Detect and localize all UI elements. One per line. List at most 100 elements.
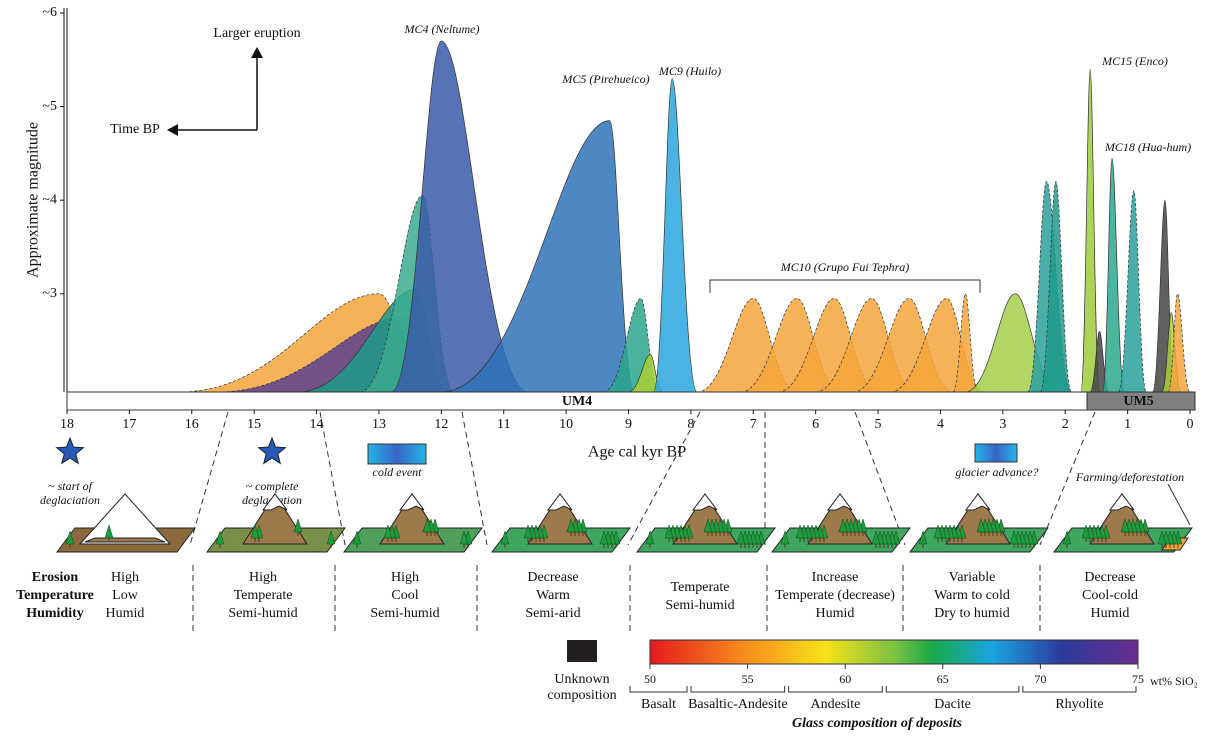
row-header: Humidity — [26, 606, 84, 621]
colorbar-tick-label: 70 — [1034, 672, 1046, 686]
stage-text: Semi-humid — [228, 606, 297, 621]
stage-text: Low — [112, 588, 139, 603]
peak-label: MC15 (Enco) — [1101, 54, 1168, 68]
x-tick-label: 4 — [937, 417, 944, 432]
connector — [320, 412, 345, 545]
x-axis-label: Age cal kyr BP — [588, 444, 686, 461]
figure: ~3~4~5~6Approximate magnitudeUM4UM518171… — [0, 0, 1221, 740]
colorbar-tick-label: 65 — [937, 672, 949, 686]
stage-text: Decrease — [1084, 570, 1135, 585]
class-label: Basalt — [641, 697, 676, 712]
stage-text: Decrease — [527, 570, 578, 585]
event-label: ~ complete — [246, 479, 299, 493]
eruption-curve — [1103, 158, 1125, 392]
x-tick-label: 13 — [372, 417, 386, 432]
stage-text: Cool — [391, 588, 418, 603]
class-bracket — [789, 686, 883, 692]
eruption-curve — [1081, 69, 1100, 392]
unknown-label: Unknown — [554, 672, 609, 687]
x-tick-label: 9 — [625, 417, 632, 432]
peak-label: MC5 (Pirehueico) — [561, 72, 649, 86]
class-label: Rhyolite — [1055, 697, 1103, 712]
unknown-swatch — [567, 640, 597, 662]
stage-text: Dry to humid — [934, 606, 1009, 621]
class-label: Andesite — [811, 697, 861, 712]
stage-text: Variable — [949, 570, 996, 585]
stage-text: Temperate — [234, 588, 293, 603]
y-tick-label: ~4 — [42, 192, 57, 207]
unit-label: UM5 — [1123, 394, 1153, 409]
peak-label: MC4 (Neltume) — [404, 22, 480, 36]
y-tick-label: ~6 — [42, 5, 57, 20]
star-icon — [259, 438, 286, 463]
event-label: cold event — [373, 465, 423, 479]
colorbar-tick-label: 50 — [644, 672, 656, 686]
x-tick-label: 14 — [310, 417, 324, 432]
x-tick-label: 2 — [1062, 417, 1069, 432]
colorbar-unit: wt% SiO₂ — [1150, 674, 1198, 688]
x-tick-label: 11 — [497, 417, 510, 432]
eruption-curve — [653, 79, 697, 392]
event-label: glacier advance? — [956, 465, 1039, 479]
event-label: Farming/deforestation — [1075, 470, 1184, 484]
row-header: Temperature — [16, 588, 94, 603]
stage-text: Warm to cold — [934, 588, 1010, 603]
unknown-label: composition — [547, 688, 616, 703]
connector — [462, 412, 487, 545]
row-header: Erosion — [32, 570, 79, 585]
snow — [693, 494, 717, 510]
peak-label: MC9 (Huilo) — [658, 64, 721, 78]
eruption-curve — [1118, 191, 1146, 392]
stage-text: High — [391, 570, 419, 585]
stage-text: Temperate — [671, 580, 730, 595]
mountain — [85, 538, 165, 542]
x-tick-label: 6 — [812, 417, 819, 432]
pointer — [1168, 484, 1190, 525]
arrow — [178, 58, 257, 130]
peak-label: MC10 (Grupo Fui Tephra) — [780, 260, 910, 274]
x-tick-label: 0 — [1187, 417, 1194, 432]
stage-text: Increase — [812, 570, 859, 585]
stage-text: Semi-humid — [665, 598, 734, 613]
stage-text: High — [249, 570, 277, 585]
unit-label: UM4 — [562, 394, 592, 409]
stage-text: Warm — [536, 588, 570, 603]
x-tick-label: 10 — [559, 417, 573, 432]
peak-label: MC18 (Hua-hum) — [1104, 140, 1191, 154]
snow — [548, 494, 572, 510]
event-label: deglaciation — [40, 493, 100, 507]
colorbar-tick-label: 55 — [742, 672, 754, 686]
y-tick-label: ~5 — [42, 99, 57, 114]
snow — [966, 494, 990, 510]
class-label: Dacite — [934, 697, 971, 712]
x-tick-label: 7 — [750, 417, 757, 432]
cold-event-icon — [368, 444, 426, 464]
mc10-bracket — [710, 280, 980, 293]
snow — [1110, 494, 1134, 510]
caption: Glass composition of deposits — [792, 716, 963, 731]
x-tick-label: 16 — [185, 417, 199, 432]
snow — [828, 494, 852, 510]
arrow-label: Time BP — [110, 122, 160, 137]
stage-text: Humid — [106, 606, 145, 621]
x-tick-label: 17 — [122, 417, 136, 432]
x-tick-label: 1 — [1124, 417, 1131, 432]
colorbar-tick-label: 60 — [839, 672, 851, 686]
colorbar-tick-label: 75 — [1132, 672, 1144, 686]
colorbar — [650, 640, 1138, 664]
y-axis-label: Approximate magnitude — [25, 122, 42, 278]
class-bracket — [886, 686, 1019, 692]
x-tick-label: 3 — [999, 417, 1006, 432]
arrow-head — [167, 47, 263, 136]
star-icon — [57, 438, 84, 463]
stage-text: Semi-arid — [525, 606, 580, 621]
x-tick-label: 15 — [247, 417, 261, 432]
class-bracket — [691, 686, 785, 692]
class-label: Basaltic-Andesite — [688, 697, 788, 712]
class-bracket — [1023, 686, 1136, 692]
stage-text: Humid — [1091, 606, 1130, 621]
stage-text: Semi-humid — [370, 606, 439, 621]
class-bracket — [630, 686, 687, 692]
snow — [400, 494, 424, 510]
event-label: ~ start of — [48, 479, 94, 493]
